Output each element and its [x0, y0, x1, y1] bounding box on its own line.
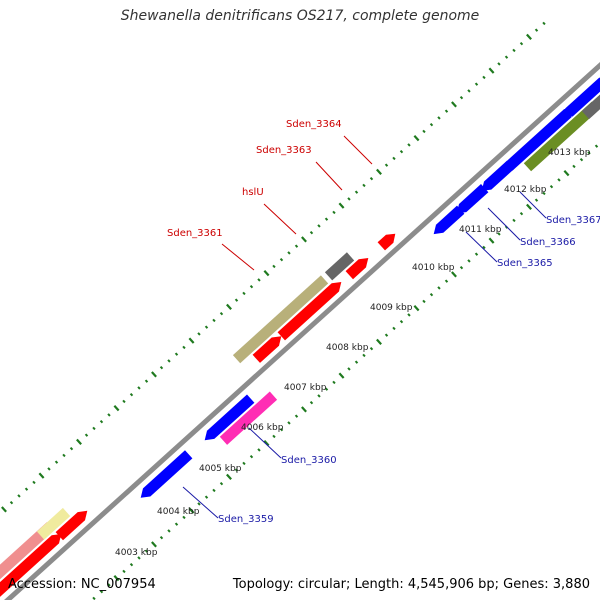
gene-feature-sden-3361-b: [252, 336, 282, 363]
label-leader: [343, 135, 373, 165]
kbp-label: 4005 kbp: [199, 464, 242, 474]
label-leader: [248, 427, 282, 459]
feature-labels: 4003 kbp 4004 kbp 4005 kbp 4006 kbp 4007 kbp…: [115, 119, 600, 558]
gene-label-b3[interactable]: Sden_3360: [281, 455, 337, 466]
gene-feature-pink: [219, 391, 278, 445]
kbp-label: 4009 kbp: [370, 303, 413, 313]
gene-label-b4[interactable]: Sden_3359: [218, 514, 274, 525]
gene-feature-sden-3365: [433, 205, 465, 235]
kbp-label: 4003 kbp: [115, 548, 158, 558]
gene-label-2[interactable]: hslU: [242, 187, 264, 198]
gene-feature-blue-large: [505, 107, 574, 171]
gene-label-0[interactable]: Sden_3364: [286, 119, 342, 130]
tick-lane-outer: [1, 21, 546, 513]
kbp-label: 4007 kbp: [284, 383, 327, 393]
gene-feature-olive: [523, 101, 600, 172]
gene-feature-hslu: [277, 282, 342, 341]
label-leader: [465, 231, 498, 263]
tick-lane-inner: [92, 144, 599, 600]
accession-label: Accession: NC_007954: [8, 577, 156, 592]
gene-label-b0[interactable]: Sden_3367: [546, 215, 600, 226]
gene-feature-small-red: [377, 233, 396, 251]
kbp-label: 4010 kbp: [412, 263, 455, 273]
label-leaders: [182, 135, 547, 519]
gene-feature-sden-3359: [140, 450, 193, 498]
genome-backbone: [4, 61, 600, 600]
gene-label-3[interactable]: Sden_3361: [167, 228, 223, 239]
label-leader: [182, 486, 219, 519]
gene-feature-sden-3364: [345, 258, 369, 280]
gene-feature-red-small: [55, 510, 88, 541]
kbp-label: 4012 kbp: [504, 185, 547, 195]
gene-features: [0, 77, 600, 597]
label-leader: [221, 243, 255, 271]
gene-feature-pink-outer: [0, 522, 55, 580]
gene-feature-grey-edge: [581, 94, 600, 120]
kbp-label: 4011 kbp: [459, 225, 502, 235]
gene-feature-sden-3361: [232, 275, 329, 364]
kbp-label: 4006 kbp: [241, 423, 284, 433]
genome-stats-label: Topology: circular; Length: 4,545,906 bp…: [232, 577, 590, 592]
label-leader: [519, 191, 547, 219]
kbp-label: 4013 kbp: [548, 148, 591, 158]
scale-ticks: [1, 21, 599, 600]
label-leader: [315, 161, 343, 191]
kbp-label: 4004 kbp: [157, 507, 200, 517]
gene-feature-sden-3366: [456, 184, 489, 214]
label-leader: [263, 203, 297, 235]
map-title: Shewanella denitrificans OS217, complete…: [120, 8, 480, 24]
gene-feature-sden-3360: [204, 394, 255, 441]
gene-feature-sden-3367: [481, 160, 515, 191]
gene-feature-red: [0, 534, 62, 597]
gene-feature-yellow-outer: [36, 507, 71, 540]
gene-label-b1[interactable]: Sden_3366: [520, 237, 576, 248]
kbp-label: 4008 kbp: [326, 343, 369, 353]
gene-feature-blue-edge: [565, 77, 600, 117]
gene-label-b2[interactable]: Sden_3365: [497, 258, 553, 269]
label-leader: [487, 207, 521, 241]
gene-feature-sden-3363: [324, 252, 355, 281]
gene-label-1[interactable]: Sden_3363: [256, 145, 312, 156]
